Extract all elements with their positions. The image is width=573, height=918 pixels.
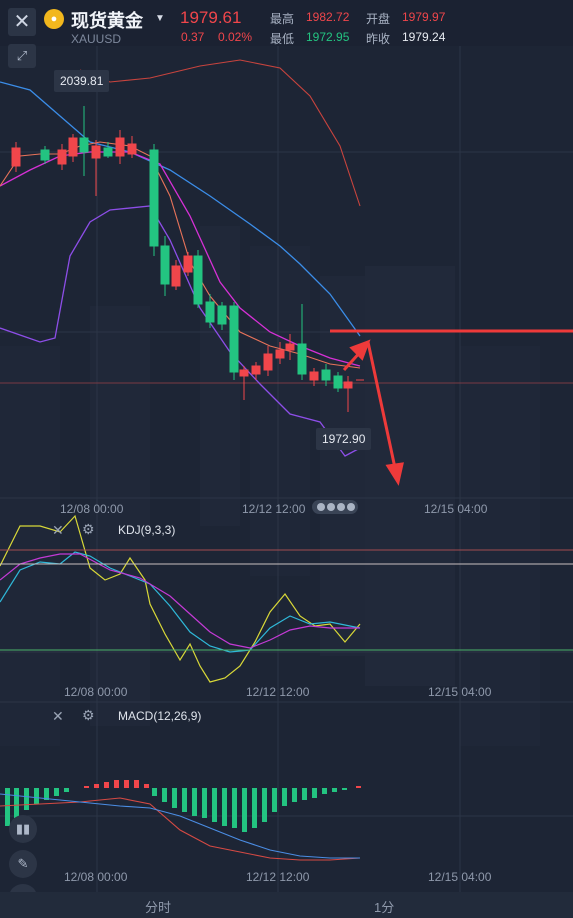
expand-icon[interactable]: ⤢ <box>8 44 36 68</box>
kdj-guides <box>0 549 573 651</box>
background-skyline <box>0 226 540 746</box>
high-price-tag: 2039.81 <box>54 70 110 92</box>
tab-timeshare[interactable]: 分时 <box>145 900 172 915</box>
grid <box>0 46 573 892</box>
chart-canvas[interactable] <box>0 46 573 892</box>
low-value: 1972.95 <box>306 30 350 44</box>
candles <box>11 106 364 412</box>
gear-icon[interactable]: ⚙ <box>82 521 95 537</box>
timeframe-bar <box>0 892 573 918</box>
macd-x-label-2: 12/12 12:00 <box>246 870 310 884</box>
kdj-x-label-2: 12/12 12:00 <box>246 685 310 699</box>
ma-line-red <box>79 59 361 207</box>
close-icon[interactable]: ✕ <box>52 708 64 724</box>
kdj-title: KDJ(9,3,3) <box>118 523 176 537</box>
kdj-x-label-1: 12/08 00:00 <box>64 685 128 699</box>
close-icon[interactable]: ✕ <box>52 522 64 538</box>
low-price-tag: 1972.90 <box>316 428 372 450</box>
high-value: 1982.72 <box>306 10 350 24</box>
macd-line-red <box>0 797 361 861</box>
open-value: 1979.97 <box>402 10 446 24</box>
kdj-x-label-3: 12/15 04:00 <box>428 685 492 699</box>
macd-x-label-3: 12/15 04:00 <box>428 870 492 884</box>
chevron-down-icon[interactable]: ▼ <box>155 13 165 24</box>
candlestick-icon[interactable]: ▮▮ <box>9 815 37 843</box>
high-label: 最高 <box>270 12 295 26</box>
open-label: 开盘 <box>366 12 391 26</box>
close-icon[interactable]: ✕ <box>8 8 36 36</box>
low-label: 最低 <box>270 32 295 46</box>
main-x-label-3: 12/15 04:00 <box>424 502 488 516</box>
gear-icon[interactable]: ⚙ <box>82 707 95 723</box>
ma-line-salmon <box>0 141 361 369</box>
macd-title: MACD(12,26,9) <box>118 709 202 723</box>
macd-histogram <box>5 780 361 832</box>
price-change: 0.37 <box>181 30 205 44</box>
last-price: 1979.61 <box>180 8 242 27</box>
prev-close-value: 1979.24 <box>402 30 446 44</box>
instrument-symbol: XAUUSD <box>71 32 122 46</box>
price-change-pct: 0.02% <box>218 30 253 44</box>
instrument-name[interactable]: 现货黄金 <box>71 11 143 31</box>
main-x-label-2: 12/12 12:00 <box>242 502 306 516</box>
boll-lower-purple <box>0 205 361 457</box>
pen-icon[interactable]: ✎ <box>9 850 37 878</box>
prev-close-label: 昨收 <box>366 32 391 46</box>
trend-arrows[interactable] <box>342 339 404 486</box>
main-x-label-1: 12/08 00:00 <box>60 502 124 516</box>
tab-1min[interactable]: 1分 <box>374 900 395 915</box>
macd-line-blue <box>0 793 360 859</box>
quote-header <box>0 0 573 46</box>
gold-coin-icon: ● <box>44 9 64 29</box>
chart-scroll-handle[interactable] <box>312 500 358 514</box>
macd-x-label-1: 12/08 00:00 <box>64 870 128 884</box>
ma-line-blue <box>0 81 361 337</box>
